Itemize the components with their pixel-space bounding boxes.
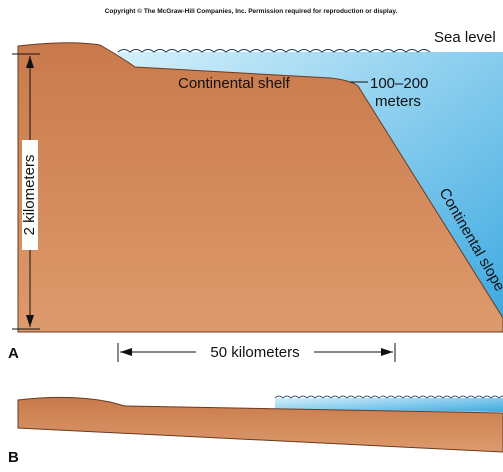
sea-level-label: Sea level (434, 29, 496, 46)
label-bg (22, 140, 38, 250)
water-b (275, 398, 503, 412)
panel-label: A (8, 345, 19, 362)
depth-label: 100–200 (370, 75, 428, 92)
label-bg (196, 342, 314, 362)
copyright: Copyright © The McGraw-Hill Companies, I… (105, 7, 398, 15)
sea-surface-b (274, 395, 503, 399)
land-b (17, 396, 503, 453)
sea-surface (117, 49, 431, 53)
height-label: 2 kilometers (21, 155, 38, 236)
shelf-label: Continental shelf (178, 75, 291, 92)
width-label: 50 kilometers (210, 344, 299, 361)
land-a (17, 42, 503, 333)
panel-label: B (8, 449, 19, 466)
depth-label: meters (375, 93, 421, 110)
